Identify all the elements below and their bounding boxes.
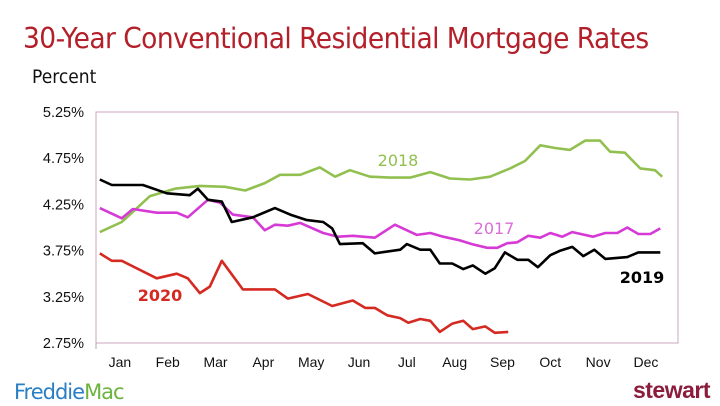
series-label-2018: 2018 bbox=[378, 151, 419, 170]
series-label-2017: 2017 bbox=[474, 219, 515, 238]
x-tick-label: Dec bbox=[634, 354, 659, 370]
x-tick-label: May bbox=[298, 354, 324, 370]
y-tick-label: 4.25% bbox=[43, 197, 84, 213]
series-label-2020: 2020 bbox=[138, 286, 183, 305]
x-tick-label: Apr bbox=[252, 354, 274, 370]
y-axis-label: Percent bbox=[32, 66, 97, 88]
x-tick-label: Jun bbox=[348, 354, 371, 370]
y-tick-label: 3.75% bbox=[43, 244, 84, 260]
x-tick-label: Jan bbox=[109, 354, 132, 370]
series-line-2019 bbox=[99, 178, 661, 276]
series-label-2019: 2019 bbox=[620, 268, 665, 287]
y-tick-label: 3.25% bbox=[43, 290, 84, 306]
series-line-2020 bbox=[99, 252, 509, 335]
series-line-2018 bbox=[99, 139, 664, 234]
x-tick-label: Aug bbox=[442, 354, 467, 370]
x-tick-label: Feb bbox=[156, 354, 180, 370]
freddie-mac-logo: FreddieMac bbox=[14, 380, 125, 404]
series-line-2017 bbox=[99, 198, 661, 250]
y-tick-label: 5.25% bbox=[43, 105, 84, 121]
chart-title: 30-Year Conventional Residential Mortgag… bbox=[23, 22, 649, 55]
x-tick-label: Sep bbox=[490, 354, 515, 370]
x-tick-label: Mar bbox=[203, 354, 227, 370]
plot-frame bbox=[95, 111, 679, 344]
x-tick-label: Nov bbox=[586, 354, 611, 370]
stewart-logo: stewart bbox=[632, 377, 711, 403]
x-tick-label: Jul bbox=[398, 354, 416, 370]
y-tick-label: 4.75% bbox=[43, 151, 84, 167]
x-tick-label: Oct bbox=[539, 354, 561, 370]
y-tick-label: 2.75% bbox=[43, 336, 84, 352]
